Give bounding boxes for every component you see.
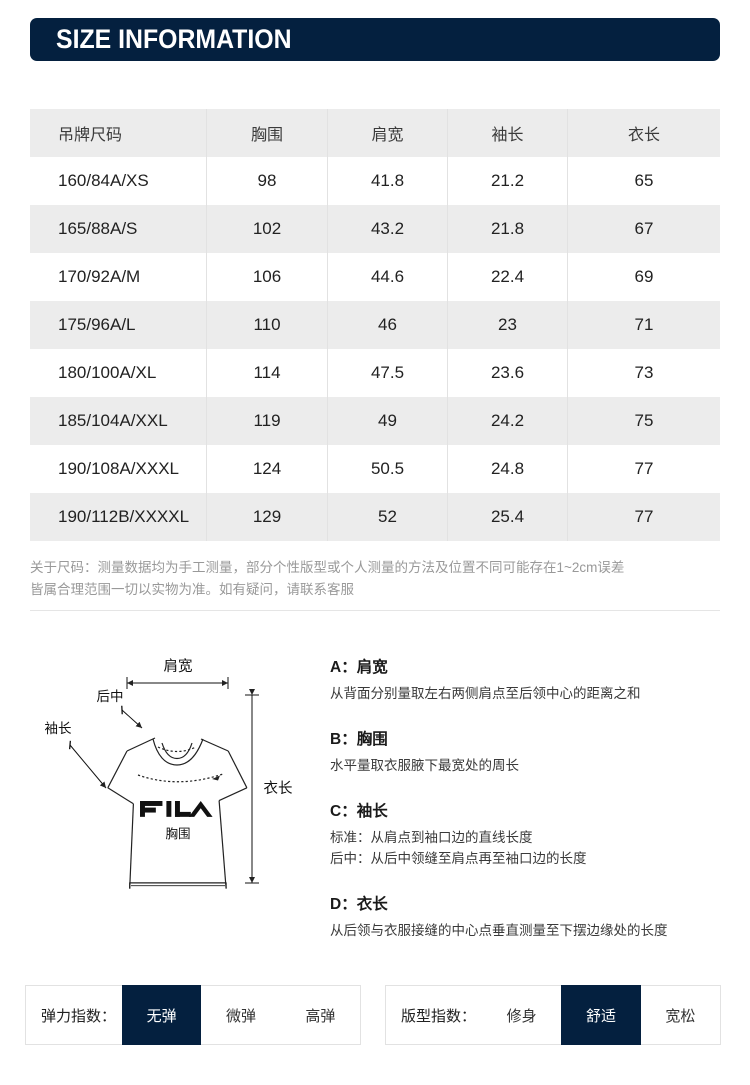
- svg-text:袖长: 袖长: [45, 721, 72, 736]
- svg-text:后中: 后中: [97, 689, 124, 704]
- svg-text:肩宽: 肩宽: [164, 658, 193, 675]
- svg-text:胸围: 胸围: [165, 826, 190, 841]
- svg-text:衣长: 衣长: [264, 780, 293, 797]
